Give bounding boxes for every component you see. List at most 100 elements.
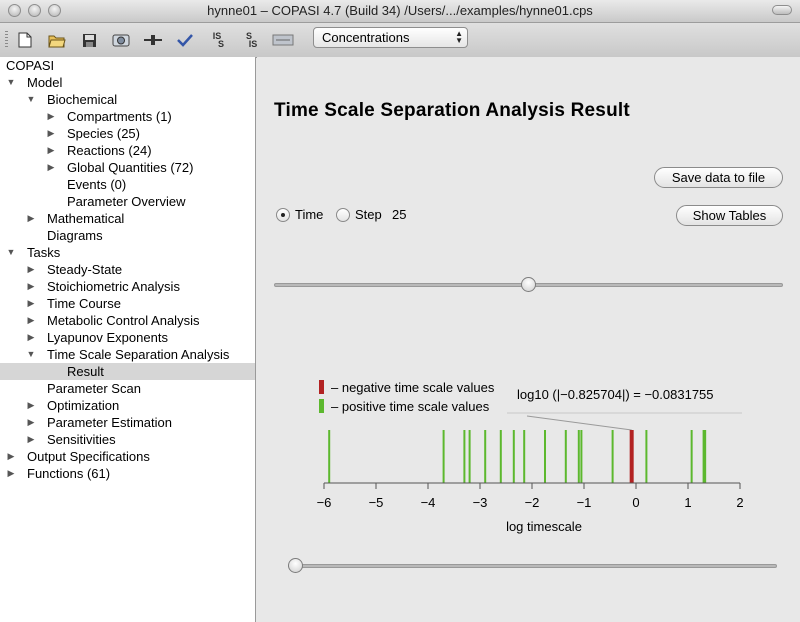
legend-label: – positive time scale values: [331, 399, 490, 414]
sbml-icon[interactable]: [272, 30, 294, 50]
tree-item-label: Lyapunov Exponents: [47, 330, 168, 345]
tree-item[interactable]: ▶ Parameter Estimation: [0, 414, 255, 431]
tree-item[interactable]: Parameter Scan: [0, 380, 255, 397]
positive-bar: [499, 430, 502, 483]
tree-item[interactable]: ▶ Compartments (1): [0, 108, 255, 125]
disclosure-down-icon[interactable]: ▼: [26, 349, 36, 359]
disclosure-right-icon[interactable]: ▶: [47, 111, 55, 121]
positive-bar: [523, 430, 526, 483]
positive-bar: [463, 430, 466, 483]
legend-swatch: [319, 380, 324, 394]
tree-root[interactable]: COPASI: [0, 57, 255, 74]
show-tables-button[interactable]: Show Tables: [676, 205, 783, 226]
bottom-slider-knob[interactable]: [288, 558, 303, 573]
tree-item[interactable]: ▶ Mathematical: [0, 210, 255, 227]
disclosure-right-icon[interactable]: ▶: [27, 434, 35, 444]
check-icon[interactable]: [174, 30, 196, 50]
x-axis-label: log timescale: [506, 519, 582, 534]
slider-icon[interactable]: [142, 30, 164, 50]
tree-item-label: Biochemical: [47, 92, 118, 107]
tree-item[interactable]: ▶ Species (25): [0, 125, 255, 142]
is-s-icon[interactable]: IS S: [212, 31, 224, 49]
open-icon[interactable]: [46, 30, 68, 50]
positive-bar: [690, 430, 693, 483]
tree-item[interactable]: ▶ Optimization: [0, 397, 255, 414]
capture-icon[interactable]: [110, 30, 132, 50]
result-panel: [257, 57, 800, 622]
tree-item[interactable]: Parameter Overview: [0, 193, 255, 210]
tree-item[interactable]: ▶ Lyapunov Exponents: [0, 329, 255, 346]
tree-item[interactable]: Result: [0, 363, 255, 380]
x-tick-label: −3: [473, 495, 488, 510]
tree-item-label: Parameter Estimation: [47, 415, 172, 430]
tree-item-label: Time Scale Separation Analysis: [47, 347, 230, 362]
tree-item[interactable]: ▼ Model: [0, 74, 255, 91]
tree-item-label: Events (0): [67, 177, 127, 192]
save-data-button[interactable]: Save data to file: [654, 167, 783, 188]
tree-item[interactable]: ▶ Stoichiometric Analysis: [0, 278, 255, 295]
tree-item[interactable]: ▶ Global Quantities (72): [0, 159, 255, 176]
positive-bar: [328, 430, 331, 483]
tree-item-label: Parameter Scan: [47, 381, 141, 396]
tree-item[interactable]: ▼ Time Scale Separation Analysis: [0, 346, 255, 363]
toolbar-toggle-button[interactable]: [772, 5, 792, 15]
tree-item[interactable]: ▶ Functions (61): [0, 465, 255, 482]
tree-item-label: Stoichiometric Analysis: [47, 279, 180, 294]
positive-bar: [645, 430, 648, 483]
tree-item-label: Output Specifications: [27, 449, 150, 464]
tree-item[interactable]: ▶ Reactions (24): [0, 142, 255, 159]
positive-bar: [484, 430, 487, 483]
x-tick-label: 1: [684, 495, 691, 510]
s-is-icon[interactable]: S IS: [245, 31, 258, 49]
disclosure-right-icon[interactable]: ▶: [27, 281, 35, 291]
disclosure-right-icon[interactable]: ▶: [7, 451, 15, 461]
x-tick-label: 0: [632, 495, 639, 510]
save-icon[interactable]: [78, 30, 100, 50]
time-radio[interactable]: [276, 208, 290, 222]
disclosure-right-icon[interactable]: ▶: [47, 128, 55, 138]
zoom-window-button[interactable]: [48, 4, 61, 17]
tree-item[interactable]: ▶ Metabolic Control Analysis: [0, 312, 255, 329]
tree-item[interactable]: ▶ Time Course: [0, 295, 255, 312]
positive-bar: [611, 430, 614, 483]
tree-item[interactable]: ▶ Steady-State: [0, 261, 255, 278]
disclosure-right-icon[interactable]: ▶: [27, 264, 35, 274]
positive-bar: [442, 430, 445, 483]
x-tick-label: −4: [421, 495, 436, 510]
bottom-slider-track[interactable]: [288, 564, 777, 568]
x-tick-label: −6: [317, 495, 332, 510]
disclosure-down-icon[interactable]: ▼: [26, 94, 36, 104]
time-slider-knob[interactable]: [521, 277, 536, 292]
positive-bar: [512, 430, 515, 483]
legend-swatch: [319, 399, 324, 413]
disclosure-right-icon[interactable]: ▶: [27, 298, 35, 308]
disclosure-down-icon[interactable]: ▼: [6, 247, 16, 257]
step-radio[interactable]: [336, 208, 350, 222]
disclosure-right-icon[interactable]: ▶: [47, 162, 55, 172]
tree-item[interactable]: ▼ Biochemical: [0, 91, 255, 108]
disclosure-right-icon[interactable]: ▶: [27, 417, 35, 427]
tree-item-label: Mathematical: [47, 211, 125, 226]
disclosure-right-icon[interactable]: ▶: [27, 213, 35, 223]
tree-item[interactable]: ▼ Tasks: [0, 244, 255, 261]
mode-select[interactable]: Concentrations ▲ ▼: [313, 27, 468, 48]
new-icon[interactable]: [14, 30, 36, 50]
annotation-pointer: [526, 415, 632, 431]
tree-item-label: Parameter Overview: [67, 194, 186, 209]
minimize-window-button[interactable]: [28, 4, 41, 17]
disclosure-right-icon[interactable]: ▶: [7, 468, 15, 478]
disclosure-down-icon[interactable]: ▼: [6, 77, 16, 87]
positive-bar: [704, 430, 707, 483]
x-tick-label: −1: [577, 495, 592, 510]
tree-item[interactable]: ▶ Output Specifications: [0, 448, 255, 465]
disclosure-right-icon[interactable]: ▶: [27, 332, 35, 342]
tree-item[interactable]: Diagrams: [0, 227, 255, 244]
tree-item[interactable]: ▶ Sensitivities: [0, 431, 255, 448]
tree-item[interactable]: Events (0): [0, 176, 255, 193]
disclosure-right-icon[interactable]: ▶: [27, 315, 35, 325]
page-title: Time Scale Separation Analysis Result: [274, 100, 630, 121]
disclosure-right-icon[interactable]: ▶: [27, 400, 35, 410]
disclosure-right-icon[interactable]: ▶: [47, 145, 55, 155]
close-window-button[interactable]: [8, 4, 21, 17]
